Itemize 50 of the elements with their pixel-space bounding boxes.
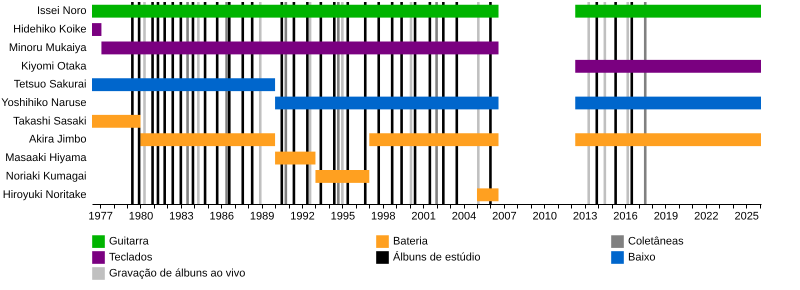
x-tick-label: 1986 (209, 210, 234, 222)
x-tick-label: 2025 (734, 210, 759, 222)
bar (140, 133, 276, 146)
bar (575, 96, 761, 110)
x-tick-label: 1980 (128, 210, 154, 222)
bar (369, 133, 499, 146)
x-tick-label: 1977 (88, 210, 113, 222)
y-tick-label: Issei Noro (36, 5, 86, 18)
y-tick-label: Noriaki Kumagai (6, 170, 86, 182)
bar (92, 114, 140, 128)
x-tick-label: 2016 (613, 210, 638, 222)
bar (575, 60, 761, 73)
legend-label: Gravação de álbuns ao vivo (109, 268, 246, 280)
x-tick-label: 2013 (572, 210, 598, 222)
y-tick-label: Tetsuo Sakurai (14, 78, 86, 91)
bar (575, 133, 761, 146)
bar (101, 41, 499, 54)
y-tick-label: Takashi Sasaki (13, 115, 86, 128)
x-tick-label: 1992 (290, 210, 315, 222)
x-tick-label: 1983 (169, 210, 194, 222)
y-tick-label: Akira Jimbo (29, 134, 86, 146)
bar (92, 4, 499, 18)
bar (476, 188, 499, 202)
x-tick-label: 2007 (492, 210, 517, 222)
x-tick-label: 2004 (452, 210, 476, 222)
bar (275, 96, 499, 110)
legend-label: Baixo (628, 252, 656, 264)
legend-label: Teclados (109, 252, 153, 264)
x-tick-label: 2010 (532, 210, 558, 222)
legend-label: Álbuns de estúdio (393, 250, 480, 264)
bar (575, 4, 761, 18)
x-tick-label: 2019 (654, 210, 678, 222)
bar (92, 78, 276, 92)
y-tick-label: Yoshihiko Naruse (1, 97, 86, 109)
legend-label: Guitarra (109, 236, 150, 248)
y-tick-label: Hiroyuki Noritake (2, 188, 86, 201)
x-tick-label: 2001 (411, 210, 436, 222)
x-tick-label: 1998 (371, 210, 396, 222)
bar (315, 170, 370, 183)
y-tick-label: Masaaki Hiyama (5, 152, 88, 164)
legend-label: Bateria (393, 236, 429, 248)
x-tick-label: 1989 (250, 210, 274, 222)
x-tick-label: 2022 (694, 210, 719, 222)
y-tick-label: Minoru Mukaiya (8, 42, 88, 54)
bar (92, 23, 102, 36)
y-tick-label: Kiyomi Otaka (21, 60, 88, 72)
bar (275, 152, 316, 165)
x-tick-label: 1995 (330, 210, 356, 222)
y-tick-label: Hidehiko Koike (13, 24, 86, 36)
legend-label: Coletâneas (628, 236, 684, 248)
